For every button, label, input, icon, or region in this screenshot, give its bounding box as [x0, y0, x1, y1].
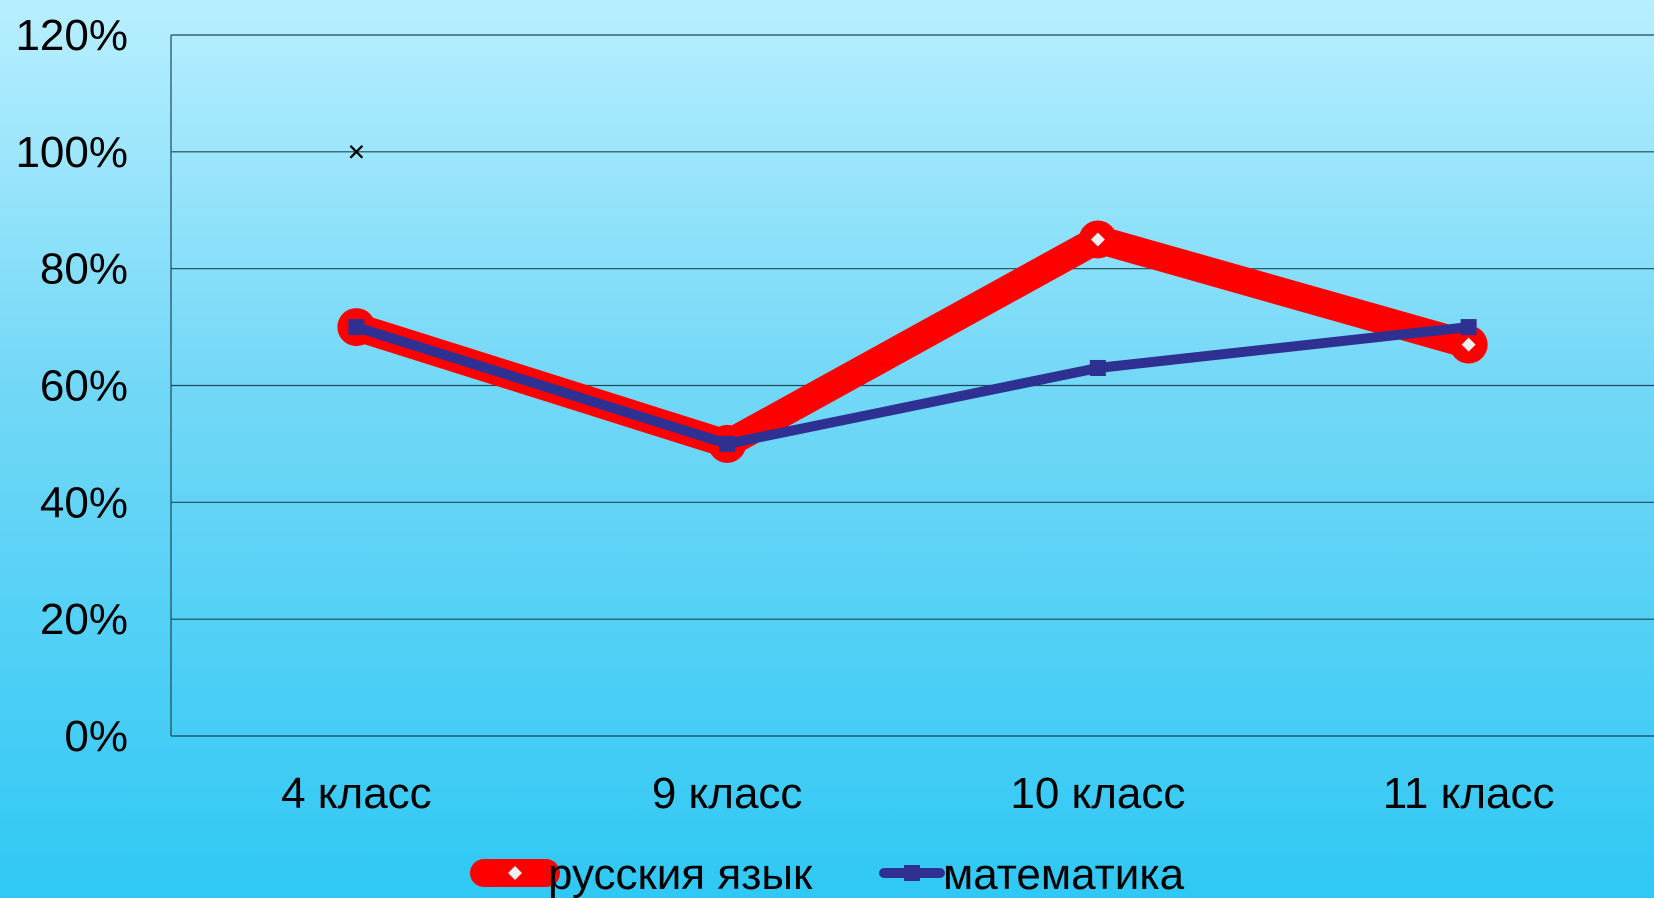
series-2: [348, 319, 1477, 452]
x-axis-tick-labels: 4 класс 9 класс 10 класс 11 класс: [281, 769, 1554, 818]
y-tick-label: 40%: [40, 478, 128, 527]
series-line: [351, 322, 1474, 449]
legend-marker: [904, 865, 920, 881]
y-tick-label: 20%: [40, 595, 128, 644]
y-tick-label: 100%: [15, 128, 128, 177]
x-tick-label: 11 класс: [1383, 769, 1555, 818]
legend-label: русския язык: [548, 850, 813, 898]
data-point-marker: [1461, 337, 1476, 352]
data-point-marker: [1090, 232, 1105, 247]
series-lines: [337, 145, 1488, 463]
grid-lines: [170, 34, 1654, 737]
x-tick-label: 9 класс: [652, 769, 803, 818]
data-point-marker: [719, 435, 736, 452]
data-point-marker: [1089, 359, 1106, 376]
series-3: [349, 145, 364, 159]
legend-marker: [508, 866, 522, 880]
data-point-marker: [348, 319, 365, 336]
y-tick-label: 80%: [40, 245, 128, 294]
x-tick-label: 4 класс: [281, 769, 432, 818]
y-tick-label: 60%: [40, 362, 128, 411]
y-tick-label: 120%: [15, 11, 128, 60]
legend-item: математика: [879, 850, 1185, 898]
data-point-marker: [1460, 319, 1477, 336]
y-tick-label: 0%: [64, 712, 128, 761]
legend-item: русския язык: [470, 850, 813, 898]
legend-label: математика: [943, 850, 1185, 898]
y-axis-tick-labels: 0% 20% 40% 60% 80% 100% 120%: [15, 11, 128, 761]
legend: русския язык математика: [470, 850, 1185, 898]
x-tick-label: 10 класс: [1010, 769, 1185, 818]
data-point-marker: [349, 145, 364, 159]
